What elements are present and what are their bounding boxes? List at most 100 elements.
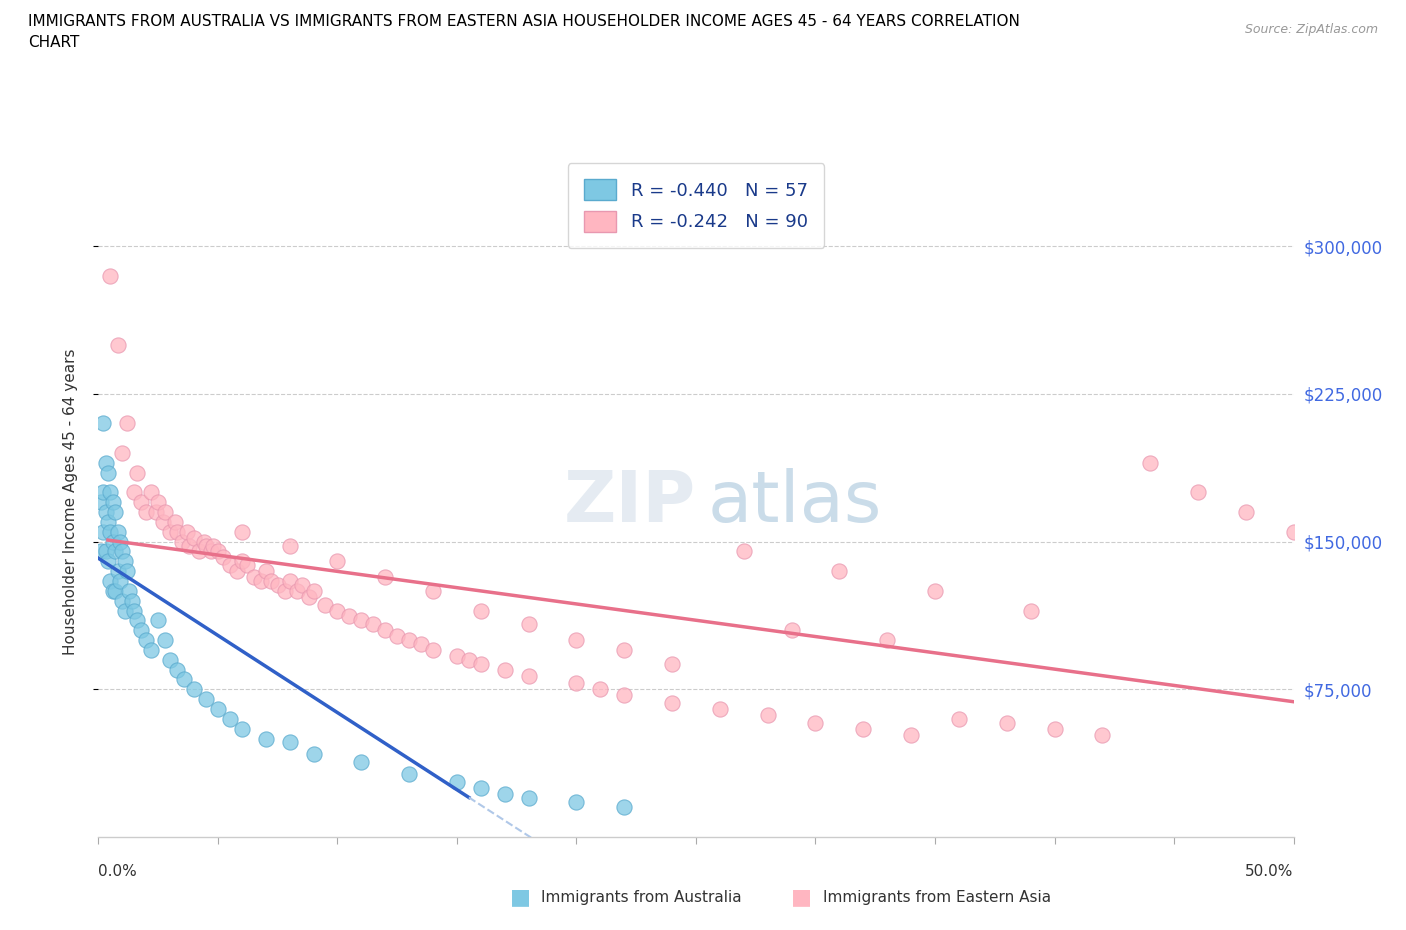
Text: ■: ■ [792,887,811,908]
Text: Immigrants from Australia: Immigrants from Australia [541,890,742,905]
Point [995,715,1018,730]
Point [101,534,124,549]
Point [302,747,325,762]
Point [613,643,636,658]
Point [176,525,198,539]
Point [326,554,349,569]
Text: Source: ZipAtlas.com: Source: ZipAtlas.com [1244,23,1378,36]
Point [274,583,297,598]
Point [254,731,277,746]
Text: 50.0%: 50.0% [1246,864,1294,879]
Point [613,688,636,703]
Point [97,514,120,529]
Point [278,574,301,589]
Point [131,495,153,510]
Point [1187,485,1209,499]
Point [194,692,218,707]
Point [187,544,209,559]
Point [924,583,946,598]
Point [517,617,540,631]
Point [101,495,124,510]
Point [385,629,409,644]
Text: 0.0%: 0.0% [98,864,138,879]
Point [125,613,148,628]
Point [131,623,153,638]
Point [291,578,314,592]
Point [148,495,170,510]
Point [243,569,266,584]
Point [298,590,321,604]
Legend: R = -0.440   N = 57, R = -0.242   N = 90: R = -0.440 N = 57, R = -0.242 N = 90 [568,163,824,248]
Point [108,574,131,589]
Point [350,613,373,628]
Point [97,554,120,569]
Point [285,583,308,598]
Point [231,722,253,737]
Point [350,755,373,770]
Point [211,550,233,565]
Point [108,534,131,549]
Point [1019,603,1042,618]
Point [804,715,827,730]
Point [470,780,492,795]
Point [756,708,779,723]
Point [780,623,803,638]
Point [159,652,181,667]
Point [139,643,162,658]
Point [1091,727,1114,742]
Point [948,711,970,726]
Point [111,445,134,460]
Point [98,268,122,283]
Point [733,544,755,559]
Point [517,668,540,683]
Point [152,514,174,529]
Point [876,632,898,647]
Point [118,583,141,598]
Point [125,465,148,480]
Point [458,652,481,667]
Point [104,505,127,520]
Point [446,648,468,663]
Point [104,544,127,559]
Point [363,617,385,631]
Point [231,525,253,539]
Point [90,544,112,559]
Point [470,603,492,618]
Point [565,794,588,809]
Point [828,564,851,578]
Point [155,505,177,520]
Text: CHART: CHART [28,35,80,50]
Point [339,609,360,624]
Point [235,558,257,573]
Point [107,564,129,578]
Point [163,514,186,529]
Text: ZIP: ZIP [564,468,696,537]
Point [254,564,277,578]
Point [148,613,170,628]
Point [173,672,195,687]
Point [207,701,229,716]
Point [193,534,215,549]
Point [179,538,201,553]
Point [278,735,301,750]
Point [183,682,205,697]
Point [1139,456,1161,471]
Point [166,525,188,539]
Point [411,636,433,651]
Point [155,632,177,647]
Point [422,643,444,658]
Point [661,696,683,711]
Y-axis label: Householder Income Ages 45 - 64 years: Householder Income Ages 45 - 64 years [63,349,77,656]
Point [166,662,188,677]
Point [114,554,136,569]
Point [374,569,396,584]
Point [98,525,122,539]
Point [94,544,117,559]
Point [1234,505,1257,520]
Point [94,456,117,471]
Point [267,578,290,592]
Point [107,338,129,352]
Text: Immigrants from Eastern Asia: Immigrants from Eastern Asia [823,890,1050,905]
Point [278,538,301,553]
Point [91,416,114,431]
